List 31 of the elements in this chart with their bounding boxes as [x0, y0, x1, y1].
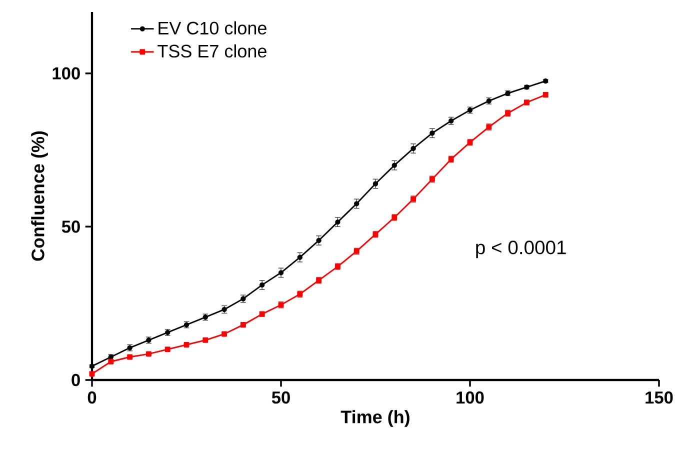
legend-label: TSS E7 clone: [158, 44, 266, 58]
point: [202, 337, 208, 343]
y-tick-label: 100: [52, 67, 80, 80]
point: [89, 371, 95, 377]
point: [260, 282, 265, 288]
point: [354, 201, 360, 206]
point: [316, 238, 322, 244]
x-tick-label: 0: [88, 391, 96, 404]
point: [392, 162, 397, 168]
x-tick-label: 50: [272, 391, 290, 404]
point: [146, 351, 152, 357]
x-tick-label: 100: [456, 391, 484, 404]
y-tick-label: 0: [72, 374, 80, 386]
point: [278, 270, 284, 276]
point: [127, 354, 133, 360]
point: [297, 254, 303, 260]
point: [164, 346, 170, 352]
point: [335, 219, 340, 225]
point: [222, 331, 228, 337]
legend-label: EV C10 clone: [158, 21, 266, 34]
x-axis-title: Time (h): [340, 410, 410, 427]
x-tick-label: 150: [646, 391, 673, 404]
point: [108, 358, 114, 364]
y-axis-title: Confluence (%): [31, 131, 48, 261]
point: [184, 342, 190, 348]
annotation: p < 0.0001: [476, 240, 566, 258]
y-tick-label: 50: [62, 220, 80, 233]
point: [372, 181, 378, 186]
point: [410, 146, 416, 152]
point: [89, 364, 95, 369]
point: [430, 130, 435, 136]
